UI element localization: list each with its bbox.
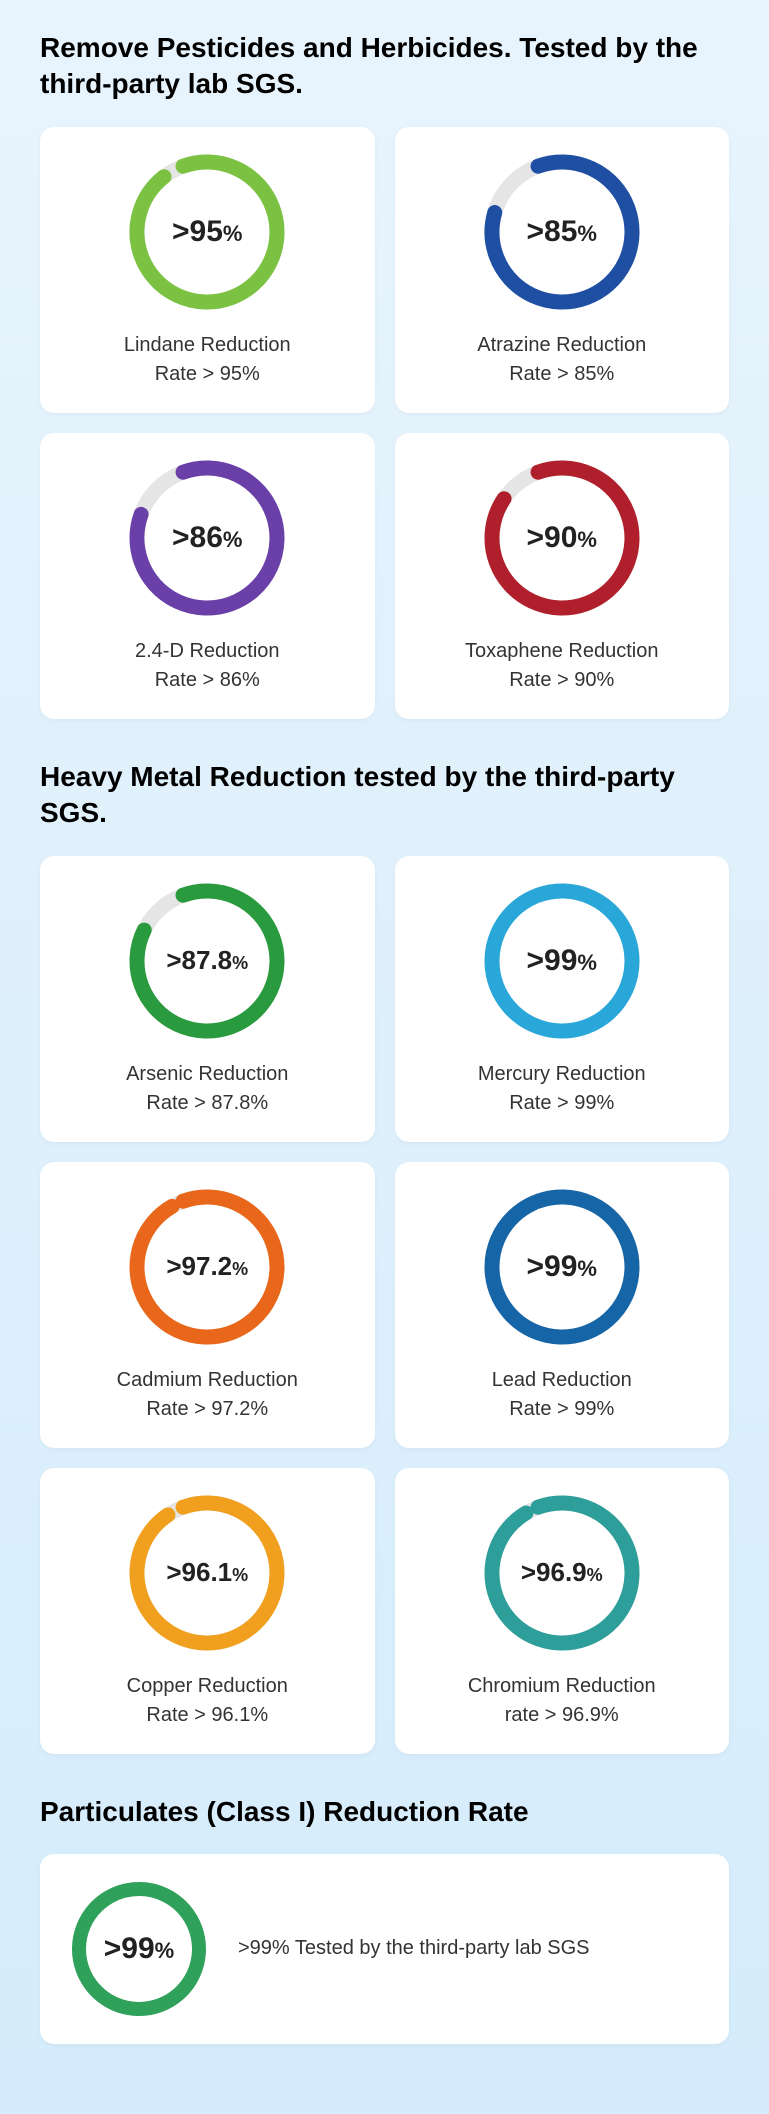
progress-ring: >95%: [122, 147, 292, 317]
progress-ring: >97.2%: [122, 1182, 292, 1352]
progress-ring: >85%: [477, 147, 647, 317]
card-label: Copper Reduction Rate > 96.1%: [127, 1672, 288, 1730]
stat-card: >96.1% Copper Reduction Rate > 96.1%: [40, 1468, 375, 1754]
card-label: Atrazine Reduction Rate > 85%: [477, 331, 646, 389]
card-label: Cadmium Reduction Rate > 97.2%: [117, 1366, 298, 1424]
progress-ring: >90%: [477, 453, 647, 623]
card-label: Mercury Reduction Rate > 99%: [478, 1060, 646, 1118]
card-grid: >87.8% Arsenic Reduction Rate > 87.8% >9…: [40, 856, 729, 1754]
stat-card: >96.9% Chromium Reduction rate > 96.9%: [395, 1468, 730, 1754]
section-title: Heavy Metal Reduction tested by the thir…: [40, 759, 729, 832]
full-width-card: >99% >99% Tested by the third-party lab …: [40, 1854, 729, 2044]
card-label: Lindane Reduction Rate > 95%: [124, 331, 291, 389]
card-label: Chromium Reduction rate > 96.9%: [468, 1672, 656, 1730]
progress-ring: >86%: [122, 453, 292, 623]
card-grid: >95% Lindane Reduction Rate > 95% >85% A…: [40, 127, 729, 719]
progress-ring: >99%: [477, 1182, 647, 1352]
progress-ring: >96.1%: [122, 1488, 292, 1658]
full-card-text: >99% Tested by the third-party lab SGS: [238, 1937, 590, 1960]
card-label: 2.4-D Reduction Rate > 86%: [135, 637, 280, 695]
stat-card: >86% 2.4-D Reduction Rate > 86%: [40, 433, 375, 719]
section-title: Remove Pesticides and Herbicides. Tested…: [40, 30, 729, 103]
stat-card: >97.2% Cadmium Reduction Rate > 97.2%: [40, 1162, 375, 1448]
card-label: Lead Reduction Rate > 99%: [492, 1366, 632, 1424]
progress-ring: >87.8%: [122, 876, 292, 1046]
progress-ring: >99%: [64, 1874, 214, 2024]
stat-card: >87.8% Arsenic Reduction Rate > 87.8%: [40, 856, 375, 1142]
stat-card: >95% Lindane Reduction Rate > 95%: [40, 127, 375, 413]
progress-ring: >96.9%: [477, 1488, 647, 1658]
stat-card: >85% Atrazine Reduction Rate > 85%: [395, 127, 730, 413]
stat-card: >90% Toxaphene Reduction Rate > 90%: [395, 433, 730, 719]
stat-card: >99% Lead Reduction Rate > 99%: [395, 1162, 730, 1448]
card-label: Arsenic Reduction Rate > 87.8%: [126, 1060, 288, 1118]
progress-ring: >99%: [477, 876, 647, 1046]
section-title: Particulates (Class I) Reduction Rate: [40, 1794, 729, 1830]
card-label: Toxaphene Reduction Rate > 90%: [465, 637, 658, 695]
stat-card: >99% Mercury Reduction Rate > 99%: [395, 856, 730, 1142]
